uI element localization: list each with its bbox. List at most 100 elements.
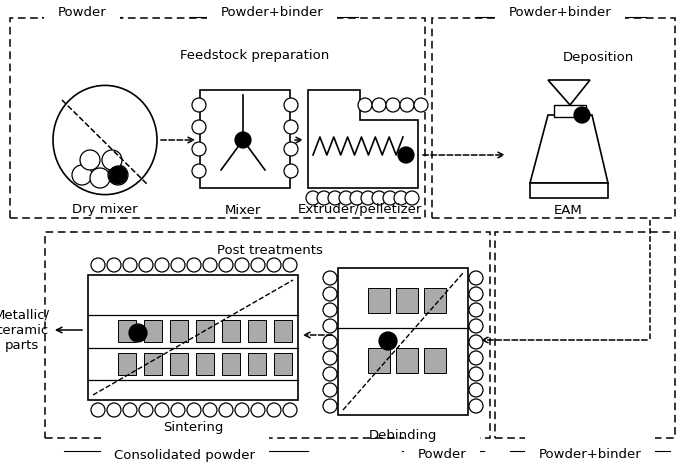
Circle shape: [414, 98, 428, 112]
Text: Mixer: Mixer: [225, 204, 261, 217]
Bar: [196, 320, 214, 342]
Bar: [10, 18, 425, 218]
Circle shape: [361, 191, 375, 205]
Text: Powder: Powder: [418, 449, 466, 462]
Circle shape: [267, 403, 281, 417]
Bar: [118, 353, 136, 375]
Bar: [495, 232, 675, 438]
Circle shape: [323, 383, 337, 397]
Circle shape: [267, 258, 281, 272]
Bar: [368, 348, 390, 373]
Bar: [118, 320, 136, 342]
Circle shape: [386, 98, 400, 112]
Circle shape: [284, 120, 298, 134]
Circle shape: [323, 271, 337, 285]
Circle shape: [469, 351, 483, 365]
Bar: [248, 320, 266, 342]
Circle shape: [323, 303, 337, 317]
Bar: [396, 348, 418, 373]
Circle shape: [219, 258, 233, 272]
Circle shape: [235, 132, 251, 148]
Circle shape: [372, 98, 386, 112]
Circle shape: [187, 403, 201, 417]
Bar: [45, 232, 490, 438]
Circle shape: [155, 403, 169, 417]
Circle shape: [155, 258, 169, 272]
Text: Powder+binder: Powder+binder: [221, 6, 323, 19]
Circle shape: [405, 191, 419, 205]
Circle shape: [284, 142, 298, 156]
Text: Deposition: Deposition: [562, 51, 634, 64]
Bar: [530, 183, 608, 198]
Bar: [396, 288, 418, 313]
Text: Consolidated powder: Consolidated powder: [114, 449, 256, 462]
Circle shape: [283, 403, 297, 417]
Circle shape: [394, 191, 408, 205]
Text: Dry mixer: Dry mixer: [72, 204, 138, 217]
Circle shape: [323, 335, 337, 349]
Circle shape: [109, 166, 127, 184]
Circle shape: [283, 258, 297, 272]
Circle shape: [323, 319, 337, 333]
Circle shape: [251, 258, 265, 272]
Bar: [196, 353, 214, 375]
Bar: [200, 90, 290, 188]
Text: Debinding: Debinding: [369, 428, 437, 442]
Circle shape: [129, 324, 147, 342]
Circle shape: [469, 335, 483, 349]
Bar: [144, 353, 162, 375]
Circle shape: [171, 258, 185, 272]
Circle shape: [139, 403, 153, 417]
Circle shape: [339, 191, 353, 205]
Text: Powder+binder: Powder+binder: [538, 449, 641, 462]
Circle shape: [317, 191, 331, 205]
Circle shape: [72, 165, 92, 185]
Text: EAM: EAM: [553, 204, 582, 217]
Circle shape: [139, 258, 153, 272]
Circle shape: [372, 191, 386, 205]
Text: Metallic/
ceramic
parts: Metallic/ ceramic parts: [0, 308, 50, 351]
Circle shape: [192, 142, 206, 156]
Bar: [170, 320, 188, 342]
Circle shape: [383, 191, 397, 205]
Bar: [424, 288, 446, 313]
Circle shape: [123, 403, 137, 417]
Bar: [222, 353, 240, 375]
Circle shape: [91, 403, 105, 417]
Circle shape: [203, 258, 217, 272]
Circle shape: [379, 332, 397, 350]
Bar: [274, 320, 292, 342]
Circle shape: [192, 120, 206, 134]
Bar: [248, 353, 266, 375]
Polygon shape: [530, 115, 608, 183]
Circle shape: [350, 191, 364, 205]
Circle shape: [323, 287, 337, 301]
Ellipse shape: [53, 85, 157, 194]
Circle shape: [358, 98, 372, 112]
Circle shape: [400, 98, 414, 112]
Circle shape: [469, 319, 483, 333]
Circle shape: [107, 258, 121, 272]
Bar: [170, 353, 188, 375]
Circle shape: [90, 168, 110, 188]
Circle shape: [469, 399, 483, 413]
Circle shape: [108, 165, 128, 185]
Circle shape: [235, 403, 249, 417]
Text: Post treatments: Post treatments: [217, 244, 323, 257]
Circle shape: [328, 191, 342, 205]
Text: Extruder/pelletizer: Extruder/pelletizer: [298, 204, 422, 217]
Text: Feedstock preparation: Feedstock preparation: [180, 49, 329, 62]
Bar: [144, 320, 162, 342]
Bar: [222, 320, 240, 342]
Bar: [338, 268, 468, 415]
Bar: [424, 348, 446, 373]
Circle shape: [187, 258, 201, 272]
Circle shape: [284, 164, 298, 178]
Circle shape: [323, 351, 337, 365]
Polygon shape: [548, 80, 590, 105]
Circle shape: [80, 150, 100, 170]
Polygon shape: [308, 90, 418, 188]
Bar: [88, 275, 298, 400]
Bar: [432, 18, 675, 218]
Circle shape: [219, 403, 233, 417]
